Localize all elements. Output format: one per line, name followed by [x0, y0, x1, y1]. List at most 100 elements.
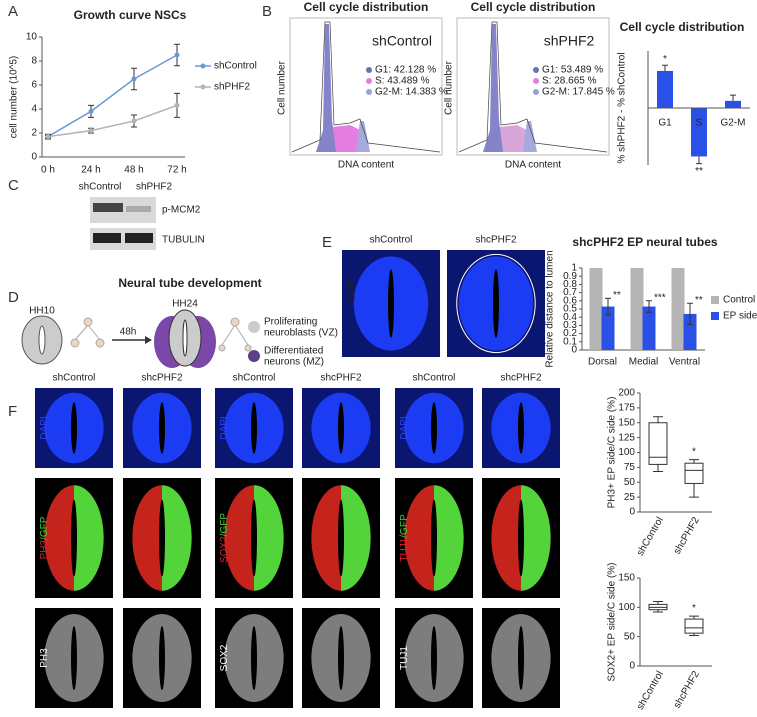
row-label-part: DAPI	[399, 416, 410, 439]
legend-swatch	[711, 296, 719, 304]
y-tick-label: 0.1	[563, 336, 577, 347]
micrograph	[447, 250, 545, 357]
y-tick-label: 50	[624, 631, 636, 642]
row-label-part: SOX2	[219, 536, 230, 563]
lumen	[71, 626, 77, 690]
row-label: SOX2	[219, 644, 230, 671]
y-tick-label: 0.2	[563, 328, 577, 339]
gfp-side	[162, 485, 192, 591]
y-tick-label: 100	[618, 447, 635, 458]
legend-label: Control side	[723, 295, 757, 306]
phase-label: G2-M: 17.845 %	[542, 87, 615, 98]
x-axis-label: DNA content	[338, 160, 394, 171]
y-axis-label: Cell number	[277, 60, 288, 115]
micrograph	[395, 388, 473, 468]
legend-label: neurons (MZ)	[264, 357, 324, 368]
lumen	[338, 402, 344, 454]
row-label-part: /GFP	[39, 516, 50, 540]
lumen	[159, 402, 165, 454]
panel-label: E	[322, 234, 332, 251]
row-label-part: DAPI	[219, 416, 230, 439]
micrograph	[302, 388, 380, 468]
lumen	[182, 319, 188, 357]
bar	[589, 268, 603, 350]
x-tick-label: G1	[658, 118, 672, 129]
y-tick-label: 150	[618, 417, 635, 428]
data-point	[88, 128, 94, 134]
annotation: **	[695, 295, 703, 306]
flow-title: Cell cycle distribution	[304, 0, 429, 14]
y-tick-label: 0	[31, 152, 37, 163]
y-axis-label: Relative distance to lumen	[545, 250, 556, 367]
bar	[601, 306, 615, 350]
annotation: **	[695, 166, 703, 177]
lumen	[251, 402, 257, 454]
x-tick-label: 24 h	[81, 165, 100, 176]
column-label: shControl	[413, 373, 456, 384]
panel-label: B	[262, 3, 272, 20]
legend-swatch	[248, 350, 260, 362]
y-tick-label: 0.4	[563, 312, 577, 323]
legend-dot	[533, 78, 539, 84]
micrograph	[302, 478, 380, 598]
x-tick-label: Medial	[629, 357, 658, 368]
g1-peak	[316, 24, 336, 152]
phase-label: S: 43.489 %	[375, 76, 430, 87]
row-label-part: TUJ1	[399, 646, 410, 670]
row-label-part: PH3	[39, 540, 50, 560]
y-axis-label: SOX2+ EP side/C side (%)	[607, 562, 618, 681]
g2-peak	[523, 121, 537, 152]
row-label-part: PH3	[39, 648, 50, 668]
bar	[671, 268, 685, 350]
column-label: shControl	[53, 373, 96, 384]
row-label: TUJ1	[399, 646, 410, 670]
legend-label: Proliferating	[264, 317, 317, 328]
column-label: shControl	[370, 235, 413, 246]
error-bar	[687, 302, 693, 326]
x-tick-label: S	[696, 118, 703, 129]
row-label: DAPI	[399, 416, 410, 439]
lumen	[431, 402, 437, 454]
g1-peak	[483, 24, 503, 152]
box	[648, 422, 668, 465]
column-label: shcPHF2	[141, 373, 183, 384]
sample-label: shPHF2	[136, 182, 173, 193]
x-tick-label: Dorsal	[588, 357, 617, 368]
micrograph	[215, 388, 293, 468]
error-bar	[646, 300, 652, 313]
row-label: PH3	[39, 648, 50, 668]
legend-dot	[366, 78, 372, 84]
y-tick-label: 6	[31, 80, 37, 91]
y-axis-label: PH3+ EP side/C side (%)	[607, 397, 618, 509]
x-tick-label: 48 h	[124, 165, 143, 176]
gfp-side	[74, 485, 104, 591]
y-tick-label: 4	[31, 104, 37, 115]
legend-dot	[533, 89, 539, 95]
lumen	[338, 499, 344, 577]
y-tick-label: 0.3	[563, 320, 577, 331]
micrograph	[395, 478, 473, 598]
lumen	[431, 626, 437, 690]
y-tick-label: 25	[624, 492, 636, 503]
flow-title: Cell cycle distribution	[471, 0, 596, 14]
chart-title: Cell cycle distribution	[620, 20, 745, 34]
y-tick-label: 2	[31, 128, 37, 139]
lumen	[251, 499, 257, 577]
y-tick-label: 175	[618, 403, 635, 414]
chart-title: Growth curve NSCs	[74, 8, 187, 22]
micrograph	[35, 388, 113, 468]
micrograph	[302, 608, 380, 708]
legend-label: shControl	[214, 61, 257, 72]
gfp-side	[521, 485, 551, 591]
legend-dot	[366, 67, 372, 73]
error-bar	[605, 297, 611, 316]
phase-label: G1: 42.128 %	[375, 65, 436, 76]
box	[684, 462, 704, 484]
legend-marker	[200, 63, 206, 69]
data-point	[131, 118, 137, 124]
row-label: DAPI	[39, 416, 50, 439]
y-tick-label: 0.7	[563, 287, 577, 298]
panel-label: C	[8, 177, 19, 194]
row-label-part: DAPI	[39, 416, 50, 439]
legend-label: EP side	[723, 311, 757, 322]
